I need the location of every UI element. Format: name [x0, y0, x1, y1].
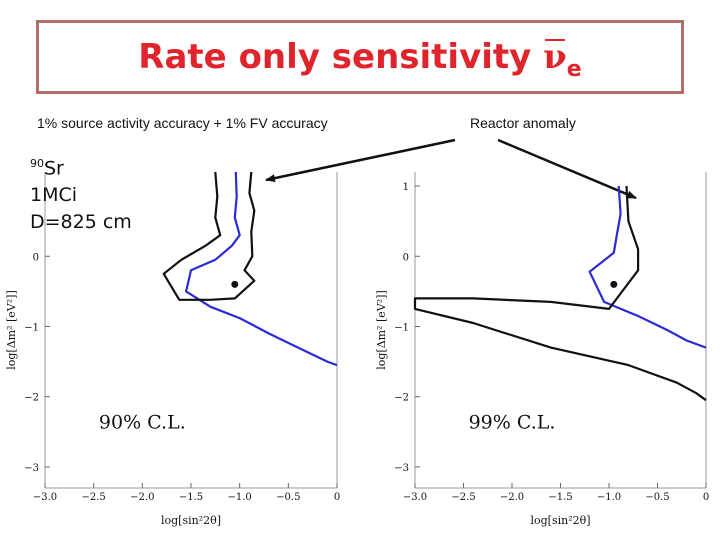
source-isotope: 90Sr — [30, 157, 64, 180]
plot1-y-tick-label: −2 — [24, 393, 39, 404]
arrow-to-right-plot — [497, 138, 637, 200]
title-nu-symbol: ν — [543, 37, 567, 77]
plot2-x-tick-label: −2.5 — [451, 492, 475, 503]
plot1-x-tick-label: −1.0 — [228, 492, 252, 503]
plot1-y-tick-label: −3 — [24, 463, 39, 474]
plot1-best-fit-point — [231, 280, 239, 288]
slide-title: Rate only sensitivity νe — [39, 37, 681, 82]
plot2-x-tick-label: −1.0 — [597, 492, 621, 503]
plot2-y-axis-label: log[Δm² [eV²]] — [375, 290, 388, 370]
plot1-x-tick-label: −3.0 — [33, 492, 57, 503]
source-info: 90Sr 1MCi D=825 cm — [30, 150, 132, 236]
plot1-blue-contour-line — [185, 171, 338, 367]
plot1-y-tick-label: 0 — [33, 252, 39, 263]
plot2-x-axis-label: log[sin²2θ] — [530, 514, 590, 527]
source-distance: D=825 cm — [30, 211, 132, 234]
plot1-x-tick-label: −0.5 — [276, 492, 300, 503]
plot1-black-contour-line — [162, 171, 256, 301]
plot2-y-tick-label: −1 — [394, 322, 409, 333]
plot2-x-tick-label: −3.0 — [403, 492, 427, 503]
plot2-y-tick-label: −3 — [394, 463, 409, 474]
plot2-x-tick-label: 0 — [703, 492, 709, 503]
plot2-y-tick-label: −2 — [394, 393, 409, 404]
title-text: Rate only sensitivity — [138, 37, 544, 77]
plot2-x-tick-label: −0.5 — [645, 492, 669, 503]
plot1-y-tick-label: −1 — [24, 322, 39, 333]
plot2-blue-contour-line — [588, 185, 707, 349]
plot1-cl-annotation: 90% C.L. — [99, 411, 186, 433]
arrow-to-left-plot — [265, 138, 456, 183]
plot2-x-tick-label: −2.0 — [500, 492, 524, 503]
antineutrino-bar — [545, 39, 565, 41]
plot1-y-axis-label: log[Δm² [eV²]] — [5, 290, 18, 370]
right-caption: Reactor anomaly — [470, 115, 576, 131]
plot1-x-tick-label: −2.5 — [82, 492, 106, 503]
plot2-black-contour-line — [413, 185, 707, 402]
plot2-y-tick-label: 1 — [403, 182, 409, 193]
plot1-x-tick-label: −2.0 — [130, 492, 154, 503]
plot1-x-axis-label: log[sin²2θ] — [161, 514, 221, 527]
plot2-x-tick-label: −1.5 — [548, 492, 572, 503]
plot1-x-tick-label: 0 — [334, 492, 340, 503]
plot1-x-tick-label: −1.5 — [179, 492, 203, 503]
plot2-best-fit-point — [610, 280, 618, 288]
source-activity: 1MCi — [30, 184, 78, 207]
plot2-y-tick-label: 0 — [403, 252, 409, 263]
plot2-cl-annotation: 99% C.L. — [469, 411, 556, 433]
left-caption: 1% source activity accuracy + 1% FV accu… — [37, 115, 328, 131]
title-subscript: e — [566, 57, 582, 82]
title-frame: Rate only sensitivity νe — [36, 20, 684, 94]
